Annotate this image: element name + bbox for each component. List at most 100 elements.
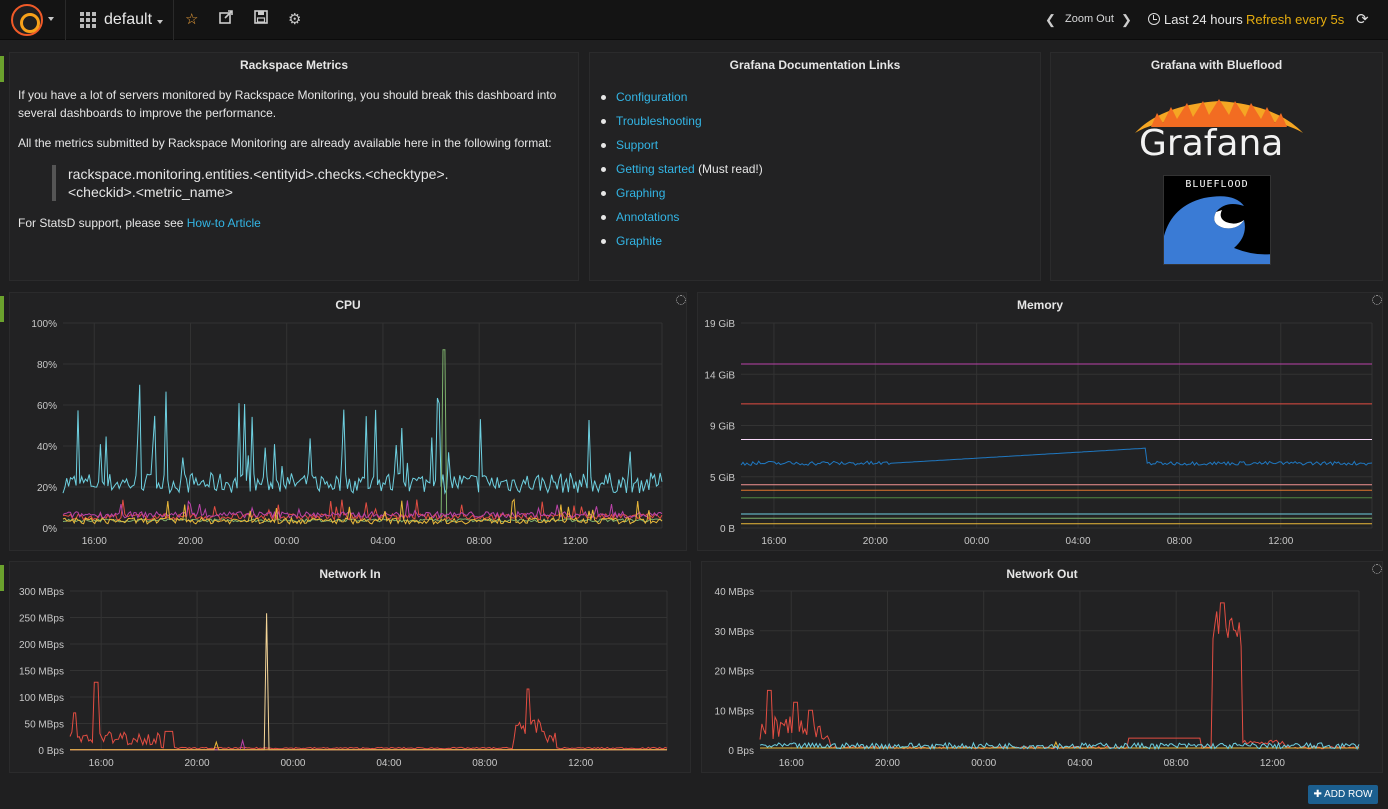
grafana-menu-button[interactable]	[0, 0, 66, 40]
graphite-link[interactable]: Graphite	[616, 234, 663, 248]
getting-started-link[interactable]: Getting started	[616, 162, 695, 176]
y-tick-label: 80%	[37, 360, 57, 371]
x-tick-label: 00:00	[964, 536, 989, 547]
gear-icon[interactable]: ⚙	[288, 11, 302, 28]
series-line	[70, 740, 667, 751]
refresh-interval[interactable]: Refresh every 5s	[1246, 12, 1345, 27]
network-in-graph[interactable]: 300 MBps 250 MBps 200 MBps 150 MBps 100 MBps…	[10, 582, 692, 773]
x-tick-label: 00:00	[971, 758, 996, 769]
x-tick-label: 20:00	[875, 758, 900, 769]
y-tick-label: 5 GiB	[710, 473, 735, 484]
y-tick-label: 100 MBps	[19, 693, 64, 704]
support-link[interactable]: Support	[616, 138, 659, 152]
panel-title[interactable]: Memory	[1016, 298, 1063, 312]
x-tick-label: 00:00	[280, 758, 305, 769]
x-tick-label: 12:00	[563, 536, 588, 547]
plus-icon: ✚	[1313, 789, 1325, 800]
dashboard-title: default	[104, 11, 153, 28]
memory-graph[interactable]: 19 GiB 14 GiB 9 GiB 5 GiB 0 B 16:00 20:00 00:00…	[698, 315, 1384, 551]
x-tick-label: 12:00	[568, 758, 593, 769]
configuration-link[interactable]: Configuration	[616, 90, 688, 104]
wave-icon	[1164, 196, 1270, 264]
intro-line-1: If you have a lot of servers monitored b…	[18, 88, 557, 102]
chevron-left-icon[interactable]: ❮	[1045, 12, 1056, 27]
y-tick-label: 100%	[31, 319, 57, 330]
series-line	[69, 681, 668, 750]
list-item: Configuration	[600, 89, 763, 113]
list-item: Graphite	[600, 233, 763, 257]
top-navbar: default ☆ ⚙ ❮ Zoom Out ❯ Last 24 hours R…	[0, 0, 1388, 40]
y-tick-label: 14 GiB	[704, 370, 735, 381]
refresh-icon[interactable]: ⟳	[1356, 11, 1369, 28]
list-item: Getting started (Must read!)	[600, 161, 763, 185]
y-tick-label: 300 MBps	[19, 587, 64, 598]
statsd-note: For StatsD support, please see How-to Ar…	[18, 214, 261, 232]
series-line	[62, 349, 663, 523]
chevron-right-icon[interactable]: ❯	[1121, 12, 1132, 27]
grafana-flame-icon	[1135, 99, 1303, 133]
save-icon[interactable]	[254, 10, 268, 28]
x-tick-label: 04:00	[376, 758, 401, 769]
x-tick-label: 12:00	[1260, 758, 1285, 769]
list-item: Annotations	[600, 209, 763, 233]
memory-panel: Memory 19 GiB 14 GiB 9 GiB 5 GiB 0 B 16:00 20:…	[697, 292, 1383, 551]
share-icon[interactable]	[219, 10, 234, 28]
x-tick-label: 08:00	[472, 758, 497, 769]
panel-title[interactable]: Network Out	[1006, 567, 1078, 581]
time-range-picker[interactable]: Last 24 hours	[1164, 12, 1243, 27]
panel-title[interactable]: Grafana Documentation Links	[729, 58, 901, 72]
x-tick-label: 00:00	[274, 536, 299, 547]
series-line	[62, 498, 663, 526]
row-collapse-handle[interactable]	[0, 56, 4, 82]
series-line	[759, 602, 1360, 750]
loading-spinner-icon	[1372, 564, 1382, 574]
panel-title[interactable]: Grafana with Blueflood	[1150, 58, 1283, 72]
series-line	[740, 447, 1373, 467]
y-tick-label: 150 MBps	[19, 667, 64, 678]
y-tick-label: 20%	[37, 483, 57, 494]
y-tick-label: 0 B	[720, 524, 735, 535]
y-tick-label: 0%	[43, 524, 58, 535]
x-tick-label: 08:00	[1167, 536, 1192, 547]
documentation-links-panel: Grafana Documentation Links Configuratio…	[589, 52, 1041, 281]
x-tick-label: 20:00	[178, 536, 203, 547]
add-row-button[interactable]: ✚ ADD ROW	[1308, 785, 1378, 804]
row-collapse-handle[interactable]	[0, 565, 4, 591]
panel-title[interactable]: Network In	[319, 567, 381, 581]
list-item: Support	[600, 137, 763, 161]
x-tick-label: 04:00	[1067, 758, 1092, 769]
loading-spinner-icon	[1372, 295, 1382, 305]
grafana-logo-icon	[11, 4, 43, 36]
chevron-down-icon	[48, 17, 54, 21]
panel-title[interactable]: Rackspace Metrics	[239, 58, 349, 72]
add-row-label: ADD ROW	[1324, 789, 1373, 800]
chevron-down-icon	[157, 20, 163, 24]
grafana-wordmark: Grafana	[1139, 123, 1284, 164]
quote-line-1: rackspace.monitoring.entities.<entityid>…	[68, 166, 449, 182]
graphing-link[interactable]: Graphing	[616, 186, 666, 200]
network-out-graph[interactable]: 40 MBps 30 MBps 20 MBps 10 MBps 0 Bps 16:00 20…	[702, 582, 1384, 773]
row-collapse-handle[interactable]	[0, 296, 4, 322]
y-tick-label: 250 MBps	[19, 614, 64, 625]
annotations-link[interactable]: Annotations	[616, 210, 680, 224]
panel-title[interactable]: CPU	[335, 298, 361, 312]
how-to-article-link[interactable]: How-to Article	[186, 216, 261, 230]
network-in-panel: Network In 300 MBps 250 MBps 200 MBps 150 M…	[9, 561, 691, 773]
cpu-graph[interactable]: 100% 80% 60% 40% 20% 0% 16:00 20:00 00:00 04:00 08…	[10, 315, 688, 551]
list-item: Graphing	[600, 185, 763, 209]
y-tick-label: 19 GiB	[704, 319, 735, 330]
troubleshooting-link[interactable]: Troubleshooting	[616, 114, 702, 128]
clock-icon	[1148, 13, 1160, 25]
x-tick-label: 16:00	[761, 536, 786, 547]
star-icon[interactable]: ☆	[185, 11, 199, 28]
zoom-out-button[interactable]: Zoom Out	[1065, 13, 1114, 25]
dashboard-picker[interactable]: default	[66, 0, 174, 40]
y-tick-label: 30 MBps	[715, 627, 754, 638]
format-intro: All the metrics submitted by Rackspace M…	[18, 136, 552, 150]
x-tick-label: 08:00	[467, 536, 492, 547]
y-tick-label: 200 MBps	[19, 640, 64, 651]
x-tick-label: 12:00	[1268, 536, 1293, 547]
quote-line-2: <checkid>.<metric_name>	[68, 184, 233, 200]
x-tick-label: 16:00	[82, 536, 107, 547]
x-tick-label: 08:00	[1164, 758, 1189, 769]
